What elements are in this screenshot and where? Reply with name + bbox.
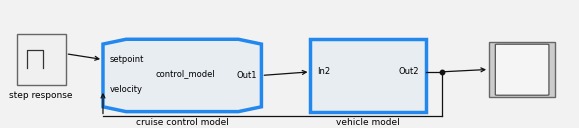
Bar [17, 34, 65, 85]
FancyBboxPatch shape [496, 44, 549, 95]
Text: control_model: control_model [156, 70, 215, 78]
Text: Out2: Out2 [398, 67, 419, 76]
Text: setpoint: setpoint [110, 55, 144, 64]
Text: In2: In2 [317, 67, 331, 76]
Text: velocity: velocity [110, 85, 143, 94]
Polygon shape [103, 39, 262, 112]
Bar [310, 39, 426, 112]
Text: vehicle model: vehicle model [336, 118, 400, 127]
Text: Out1: Out1 [236, 71, 257, 80]
Text: cruise control model: cruise control model [135, 118, 229, 127]
Text: step response: step response [9, 90, 73, 99]
Bar [489, 42, 555, 97]
